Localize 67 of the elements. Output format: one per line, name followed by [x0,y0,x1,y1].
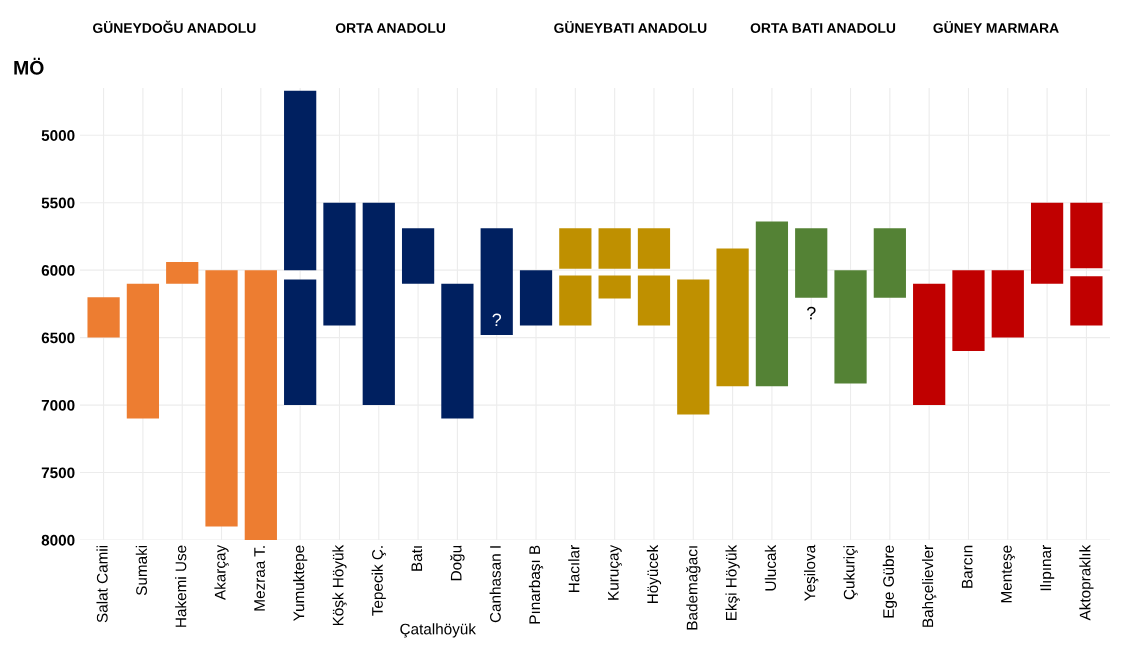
bar [87,297,120,338]
x-tick-label: Aktopraklık [1079,544,1094,621]
x-tick-label: Yeşilova [804,544,819,601]
x-tick-label: Ilıpınar [1039,545,1055,591]
x-tick-label: Yumuktepe [293,545,308,621]
y-tick-label: 8000 [41,534,75,546]
bar [244,270,277,540]
x-tick-label: Sumaki [135,545,147,596]
bar [873,228,906,298]
bar [441,283,474,419]
bar [1070,202,1103,269]
bar [166,262,199,284]
bar [795,228,828,298]
bar [323,202,356,326]
x-tick-label: Höyücek [646,544,662,604]
text: Çatalhöyük [400,623,476,638]
text: ORTA ANADOLU [335,23,446,33]
x-tick-label: Hakemi Use [175,545,187,627]
bar [598,275,631,299]
x-tick-label: Hacılar [568,545,580,592]
text: ORTA BATI ANADOLU [750,23,896,33]
text: GÜNEYBATI ANADOLU [554,20,707,33]
x-tick-label: Tepecik Ç. [371,546,386,616]
y-tick-label: 7500 [41,467,75,479]
bar [952,270,985,352]
x-tick-label: Barcın [961,545,973,588]
bar [519,270,553,326]
bar [205,270,238,527]
x-tick-label: Canhasan I [489,546,501,623]
bar [991,270,1024,338]
y-tick-label: 5000 [41,130,75,141]
y-tick-label: 5500 [41,197,75,209]
x-tick-label: Ekşi Höyük [725,544,740,621]
x-tick-label: Batı [411,546,423,571]
bar [834,270,867,384]
x-tick-label: Doğu [450,545,465,581]
x-tick-label: Bademağacı [686,546,701,630]
x-tick-label: Ulucak [764,544,777,591]
bar [126,283,160,419]
bar [480,228,513,335]
x-tick-label: Köşk Höyük [332,544,347,626]
bar [913,283,946,406]
x-tick-label: Salat Camii [96,545,108,623]
y-tick-label: 6500 [41,332,75,344]
x-tick-label: Akarçay [214,544,229,601]
bar [559,275,592,326]
bar [1030,202,1064,284]
x-tick-label: Çukuriçi [843,545,858,600]
x-tick-label: Mezraa T. [254,546,265,611]
bar [284,90,317,271]
x-tick-label: Kuruçay [608,544,622,600]
annotation: ? [806,306,816,320]
text: GÜNEYDOĞU ANADOLU [93,20,256,33]
bar [637,275,671,326]
annotation: ? [492,313,502,327]
y-tick-label: 6000 [41,265,75,276]
y-axis-title: MÖ [14,57,44,75]
bar [401,228,435,284]
y-tick-label: 7000 [41,399,75,411]
x-tick-label: Menteşe [1001,545,1015,603]
x-tick-label: Bahçelievler [922,545,937,627]
x-tick-label: Pınarbaşı B [528,545,544,624]
x-tick-label: Ege Gübre [882,545,897,618]
bar [1070,276,1103,326]
bar [755,221,789,387]
text: GÜNEY MARMARA [933,20,1059,33]
bar [362,202,395,406]
